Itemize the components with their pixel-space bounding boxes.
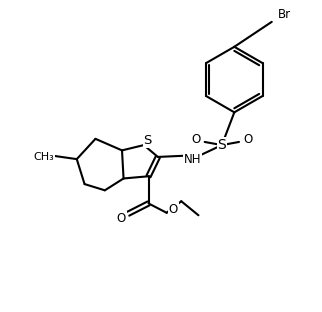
Text: O: O <box>243 133 252 146</box>
Text: CH₃: CH₃ <box>33 152 54 162</box>
Text: S: S <box>143 134 152 147</box>
Text: NH: NH <box>184 153 201 166</box>
Text: Br: Br <box>278 7 291 21</box>
Text: O: O <box>117 212 126 225</box>
Text: O: O <box>191 133 201 146</box>
Text: S: S <box>217 138 226 152</box>
Text: O: O <box>169 202 178 216</box>
